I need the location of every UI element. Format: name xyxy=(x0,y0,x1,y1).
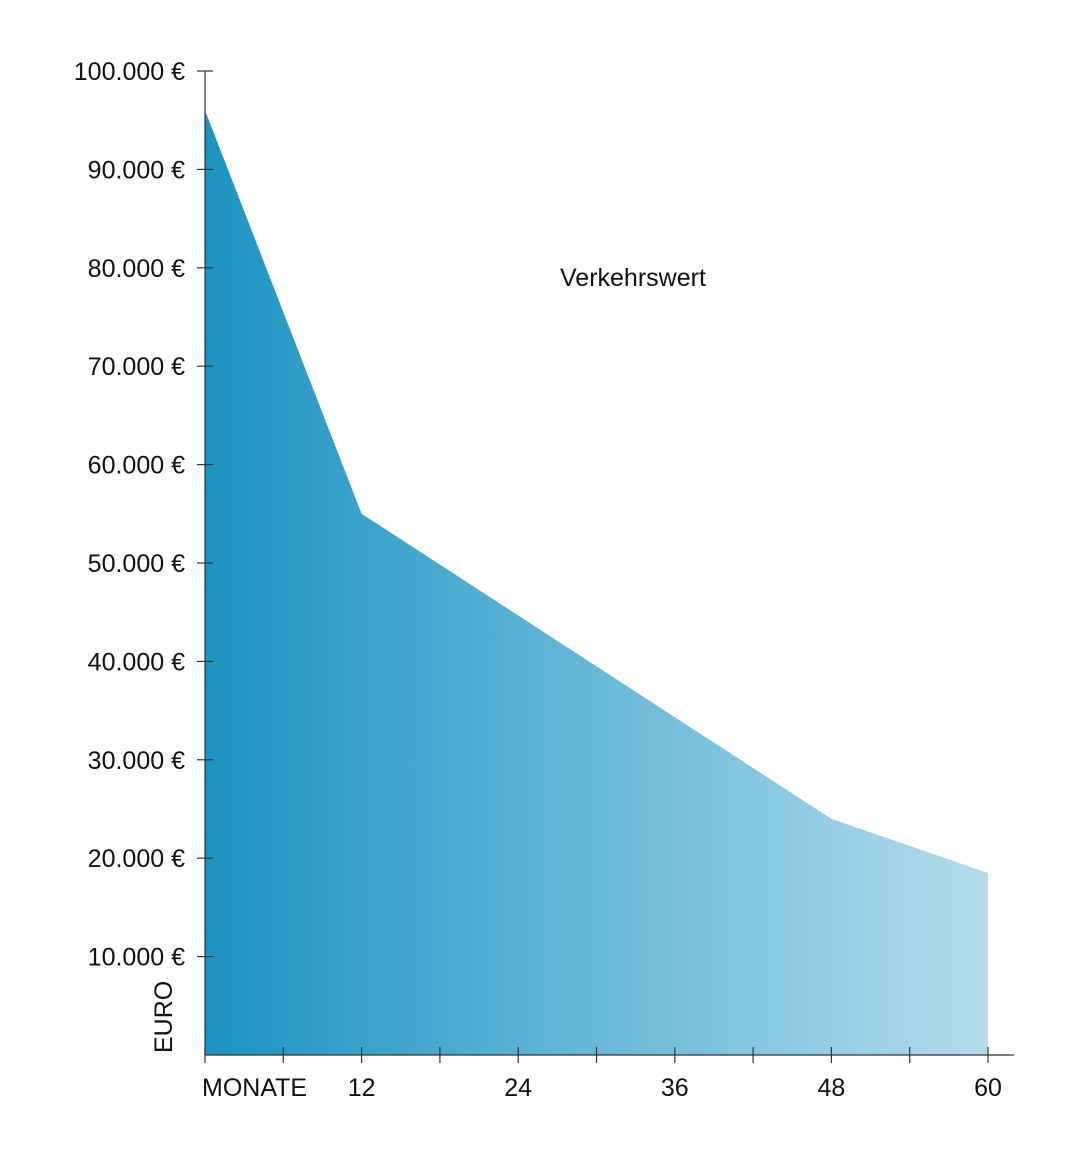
x-tick-label: 48 xyxy=(817,1074,845,1102)
x-tick-label: 12 xyxy=(348,1074,376,1102)
y-tick-label: 40.000 € xyxy=(88,648,185,676)
x-axis-ticks: MONATE 12 24 36 48 60 xyxy=(202,1047,1002,1102)
y-tick-label: 80.000 € xyxy=(88,255,185,283)
y-tick-label: 50.000 € xyxy=(88,550,185,578)
area-layer xyxy=(205,110,988,1056)
y-axis-title: EURO xyxy=(150,981,178,1053)
x-tick-label: MONATE xyxy=(202,1074,307,1102)
x-tick-label: 36 xyxy=(661,1074,689,1102)
x-tick-label: 60 xyxy=(974,1074,1002,1102)
y-tick-label: 10.000 € xyxy=(88,944,185,972)
legend-label-verkehrswert: Verkehrswert xyxy=(560,264,706,292)
y-tick-label: 20.000 € xyxy=(88,845,185,873)
area-series-verkehrswert xyxy=(205,110,988,1056)
y-tick-label: 60.000 € xyxy=(88,452,185,480)
y-axis-ticks: 10.000 € 20.000 € 30.000 € 40.000 € 50.000 €… xyxy=(74,58,213,972)
y-tick-label: 100.000 € xyxy=(74,58,185,86)
y-tick-label: 70.000 € xyxy=(88,353,185,381)
y-tick-label: 30.000 € xyxy=(88,747,185,775)
y-tick-label: 90.000 € xyxy=(88,156,185,184)
x-tick-label: 24 xyxy=(504,1074,532,1102)
legend: Verkehrswert xyxy=(411,264,706,292)
